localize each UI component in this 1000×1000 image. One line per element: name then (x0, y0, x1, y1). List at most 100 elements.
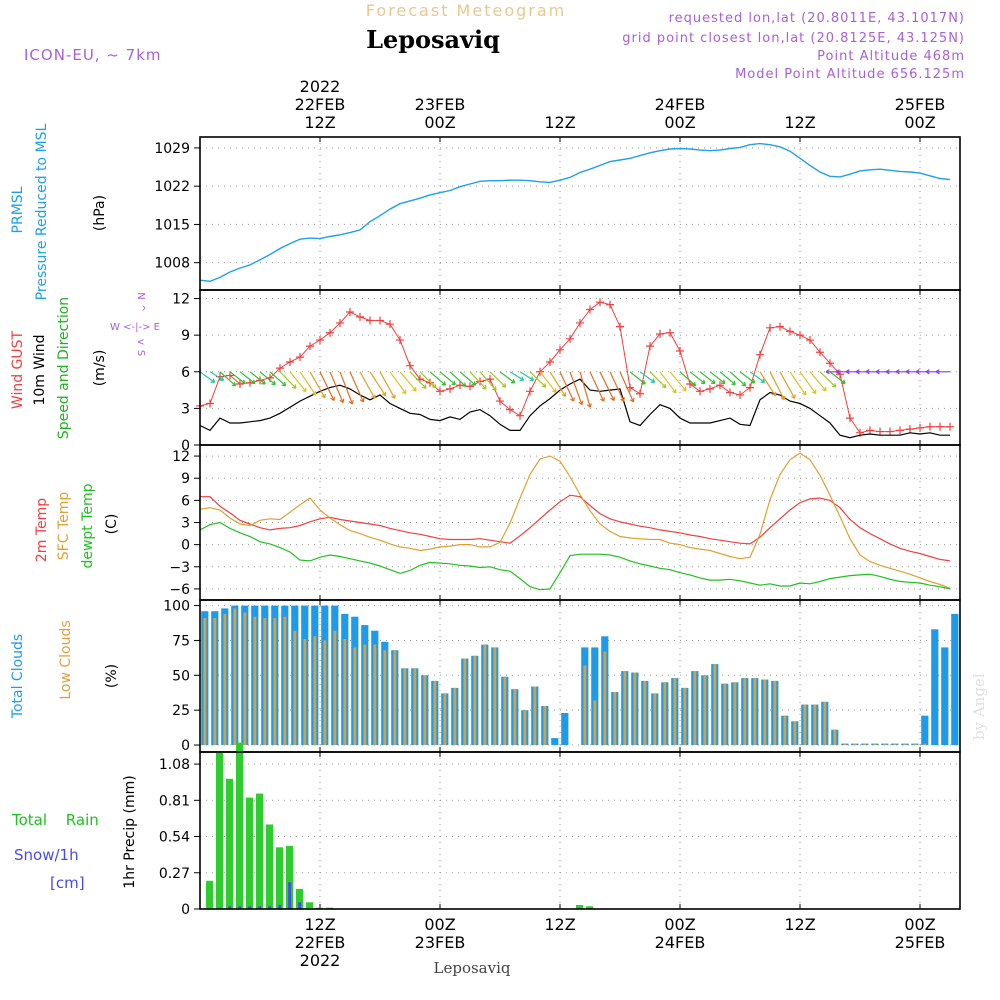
gust-marker (406, 361, 414, 370)
gust-marker (886, 427, 894, 436)
gust-marker (816, 348, 824, 357)
temp-ytick-label: 9 (181, 471, 190, 487)
wind-ytick-label: 6 (181, 365, 190, 381)
wind-direction-arrow (699, 371, 716, 385)
gust-marker (866, 426, 874, 435)
gust-marker (756, 350, 764, 359)
low-cloud-bar (873, 743, 877, 745)
gust-line (199, 301, 950, 434)
pressure-labels: PRMSL Pressure Reduced to MSL (hPa) (10, 123, 108, 300)
low-cloud-bar (913, 743, 917, 745)
clouds-ytick-label: 75 (172, 633, 190, 649)
temp2m-line (200, 494, 951, 562)
wind-speed-dir-label: Speed and Direction (56, 297, 72, 439)
temp-ytick-label: −3 (169, 560, 190, 576)
rain-bar (276, 847, 284, 909)
snow-bar (298, 902, 302, 909)
wind-direction-arrow (609, 371, 625, 402)
gust-marker (916, 423, 924, 432)
wind-direction-arrow (549, 371, 566, 397)
top-time-label: 24FEB (655, 95, 706, 114)
wind-direction-arrow (509, 371, 525, 381)
low-cloud-bar (733, 682, 737, 746)
low-cloud-bar (583, 665, 587, 745)
low-cloud-bar (433, 680, 437, 745)
snow-bar (228, 906, 232, 909)
low-cloud-bar (713, 664, 717, 745)
low-cloud-bar (283, 616, 287, 745)
clouds-ytick-label: 0 (181, 738, 190, 754)
low-cloud-bar (423, 675, 427, 745)
temp-ytick-label: 6 (181, 493, 190, 509)
low-cloud-bar (543, 706, 547, 745)
total-cloud-bar (591, 647, 599, 745)
gust-marker (496, 397, 504, 406)
bottom-time-label: 00Z (904, 915, 935, 934)
low-cloud-bar (803, 704, 807, 745)
grid-point-coords: grid point closest lon,lat (20.8125E, 43… (622, 31, 965, 46)
gust-marker (546, 358, 554, 367)
clouds-ytick-label: 50 (172, 668, 190, 684)
total-cloud-bar (551, 738, 559, 746)
wind-direction-arrow (339, 371, 354, 405)
wind-direction-arrow (789, 371, 807, 396)
gust-marker (326, 328, 334, 337)
gust-marker (466, 382, 474, 391)
low-cloud-bar (753, 678, 757, 745)
low-cloud-bar (363, 644, 367, 745)
wind-direction-arrow (439, 371, 456, 386)
wind-direction-arrow (309, 371, 326, 399)
low-cloud-bar (743, 678, 747, 745)
prmsl-full-label: Pressure Reduced to MSL (34, 123, 50, 300)
wind-direction-arrow (709, 371, 726, 385)
gust-marker (656, 329, 664, 338)
low-cloud-bar (843, 743, 847, 745)
gust-marker (346, 307, 354, 316)
low-cloud-bar (673, 678, 677, 745)
gust-marker (376, 316, 384, 325)
temp-unit: (C) (104, 514, 120, 535)
pressure-ytick-label: 1008 (154, 256, 190, 272)
prmsl-label: PRMSL (10, 186, 26, 233)
wind-frame (199, 289, 961, 446)
wind-direction-arrow (369, 371, 387, 397)
gust-marker (796, 331, 804, 340)
gust-marker (556, 345, 564, 354)
wind-direction-arrow (319, 371, 336, 402)
total-clouds-label: Total Clouds (10, 634, 26, 719)
precip-labels: Total Rain Snow/1h [cm] 1hr Precip (mm) (11, 775, 138, 892)
gust-marker (226, 371, 234, 380)
gust-marker (896, 426, 904, 435)
compass-south: S (135, 350, 146, 356)
compass-rose: N ^ W <-|-> E v S (110, 292, 160, 356)
forecast-label: Forecast Meteogram (366, 1, 566, 20)
low-cloud-bar (513, 689, 517, 745)
low-cloud-bar (343, 639, 347, 745)
low-cloud-bar (253, 616, 257, 745)
total-cloud-bar (931, 629, 939, 745)
rain-bar (296, 888, 304, 909)
pressure-ytick-label: 1015 (154, 217, 190, 233)
wind-direction-arrow (469, 371, 487, 390)
wind-unit: (m/s) (92, 350, 108, 387)
wind-direction-arrow (409, 371, 427, 389)
gust-marker (366, 316, 374, 325)
wind-direction-arrow (529, 371, 547, 388)
temp-ytick-label: 3 (181, 516, 190, 532)
bottom-time-label: 24FEB (655, 933, 706, 952)
gust-marker (426, 378, 434, 387)
wind-direction-arrow (239, 371, 256, 385)
top-time-label: 12Z (544, 113, 575, 132)
low-cloud-bar (903, 743, 907, 745)
clouds-ytick-label: 100 (163, 599, 190, 615)
wind10m-label: 10m Wind (32, 334, 48, 405)
low-cloud-bar (763, 679, 767, 745)
snow-bar (268, 906, 272, 909)
gust-marker (936, 422, 944, 431)
gust-marker (516, 411, 524, 420)
gust-marker (476, 377, 484, 386)
precip-ytick-label: 0.54 (159, 830, 190, 846)
